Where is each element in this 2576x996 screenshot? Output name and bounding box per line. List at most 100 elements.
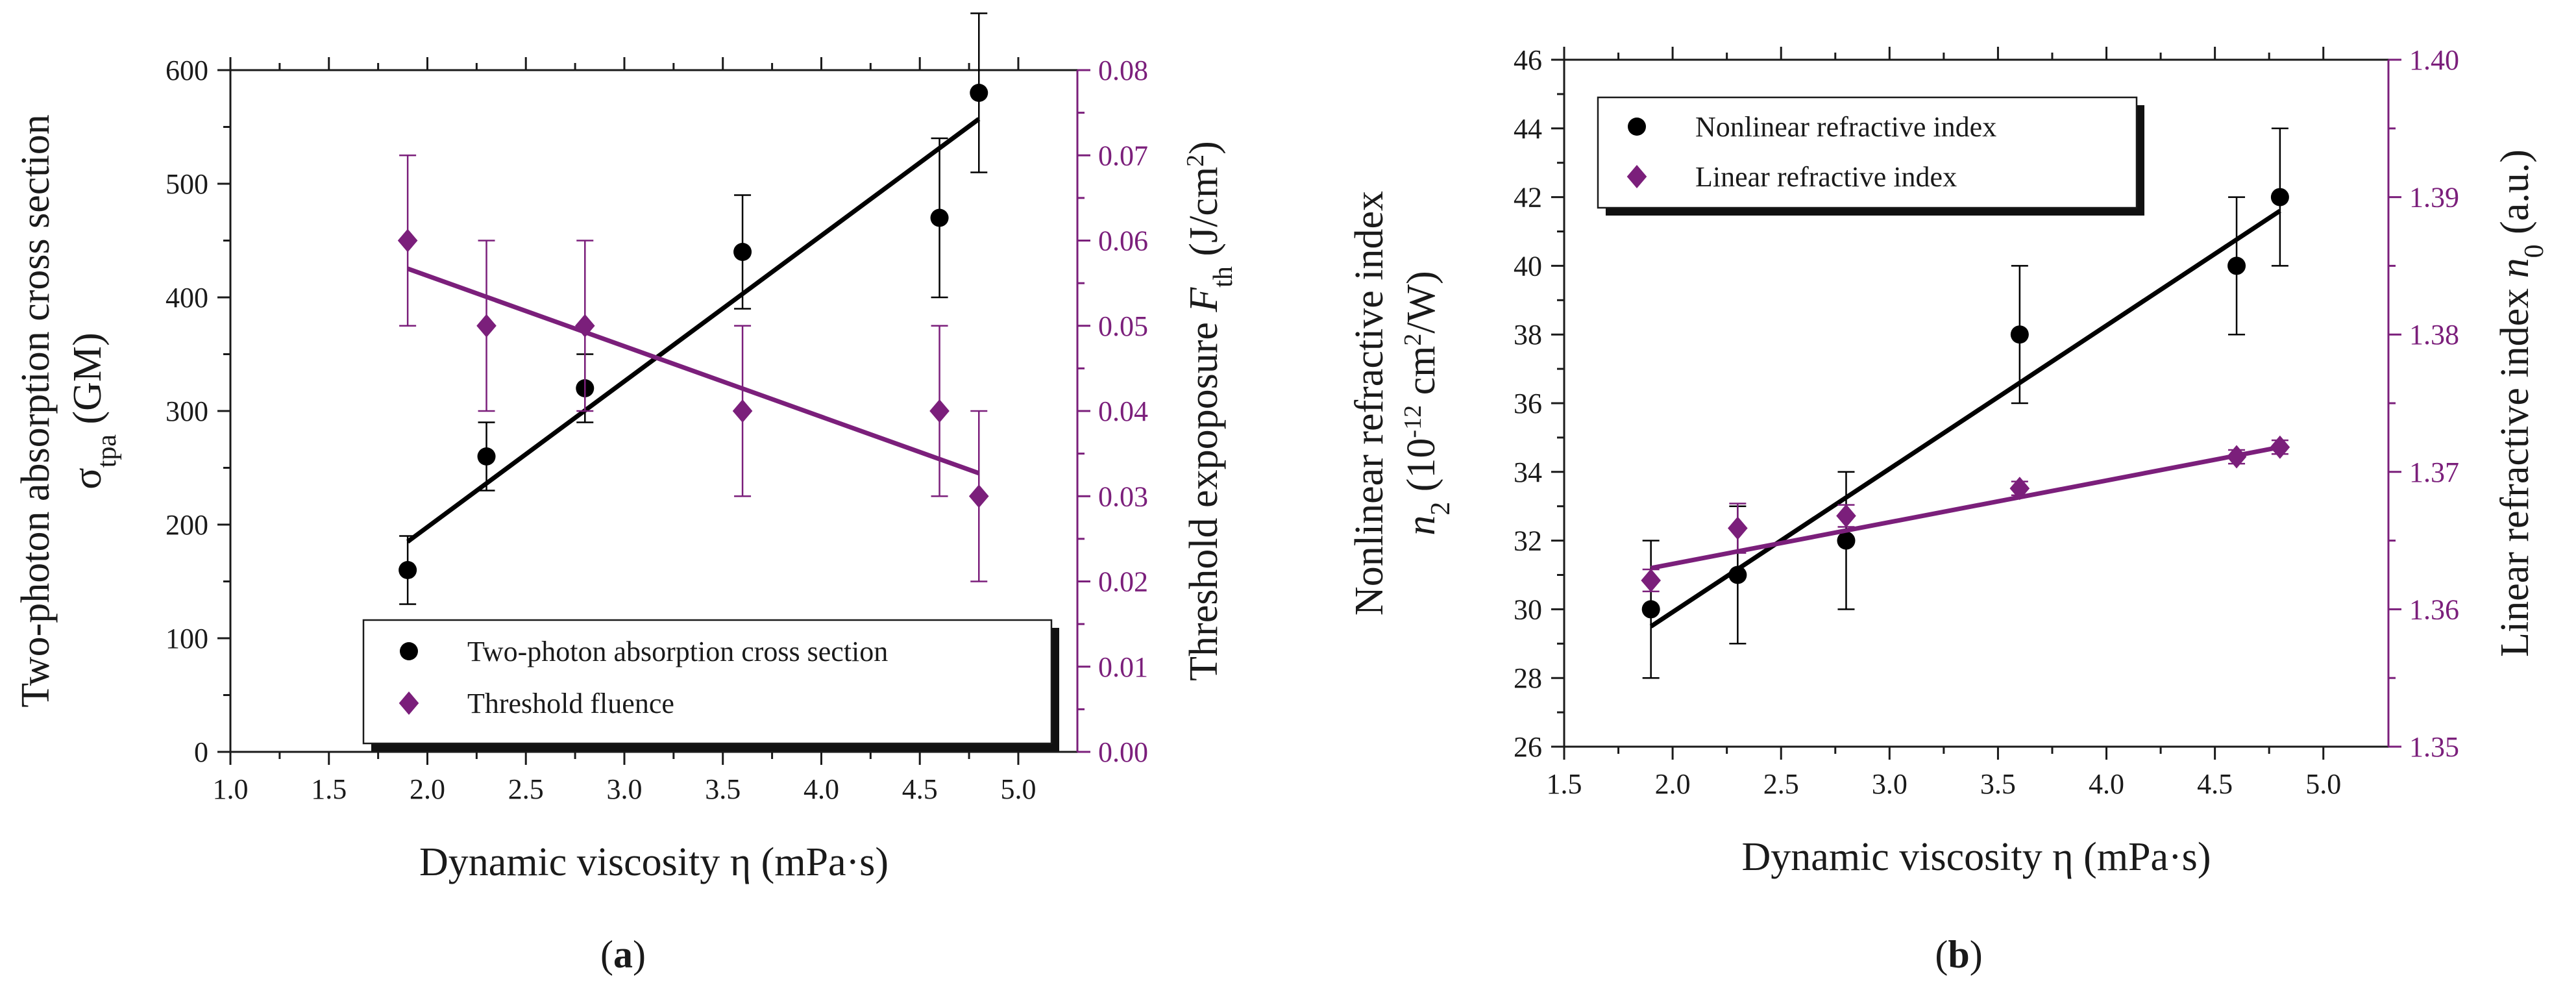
- x-axis-label: Dynamic viscosity η (mPa·s): [1742, 835, 2211, 879]
- y-left-tick-label: 600: [166, 55, 208, 86]
- y-left-label-line1: Two-photon absorption cross section: [14, 114, 58, 707]
- legend-marker: [400, 642, 418, 660]
- fit-line: [406, 266, 980, 476]
- x-tick-label: 2.5: [1763, 768, 1799, 800]
- x-tick-label: 3.5: [1980, 768, 2016, 800]
- legend-box: [1597, 96, 2138, 209]
- y-left-tick-label: 400: [166, 282, 208, 314]
- y-right-label-sup: 2: [1182, 155, 1209, 167]
- series-secondary: [397, 155, 989, 582]
- panel-a: 1.0 1.5 2.0 2.5 3.0 3.5 4.0 4.5 5.0 0 100 200 300 400…: [14, 12, 1238, 976]
- y-left-tick-label: 0: [194, 736, 208, 768]
- y-right-label-symbol: F: [1182, 287, 1226, 313]
- data-point: [397, 229, 418, 253]
- series-primary: [1641, 127, 2289, 679]
- y-left-tick-label: 28: [1514, 662, 1542, 694]
- x-tick-label: 2.0: [410, 773, 445, 805]
- x-tick-label: 1.5: [311, 773, 347, 805]
- data-point: [1728, 516, 1748, 540]
- x-tick-label: 3.0: [1872, 768, 1907, 800]
- y-right-axis-label: Linear refractive index n0 (a.u.): [2493, 149, 2549, 657]
- y-right-label-sub: 0: [2520, 244, 2549, 258]
- y-left-label-sub: 2: [1426, 502, 1456, 516]
- panel-label-letter: b: [1948, 933, 1969, 976]
- y-right-tick-label: 0.05: [1098, 310, 1148, 342]
- y-left-tick-label: 500: [166, 168, 208, 200]
- x-tick-label: 2.0: [1655, 768, 1691, 800]
- y-right-tick-label: 1.35: [2409, 731, 2459, 763]
- y-right-label-text: Linear refractive index: [2493, 278, 2537, 657]
- y-left-tick-label: 300: [166, 395, 208, 427]
- data-point: [476, 314, 497, 338]
- y-right-tick-label: 1.38: [2409, 319, 2459, 351]
- panel-b: 1.5 2.0 2.5 3.0 3.5 4.0 4.5 5.0 26 28 30 32 34 36 38 40…: [1347, 44, 2549, 976]
- x-axis-label: Dynamic viscosity η (mPa·s): [419, 840, 889, 884]
- data-point: [968, 484, 989, 508]
- panel-label: (b): [1935, 933, 1982, 976]
- data-point: [574, 314, 595, 338]
- y-left-label-unit: (GM): [66, 332, 110, 434]
- data-point: [2009, 477, 2030, 501]
- y-right-tick-label: 0.00: [1098, 736, 1148, 768]
- panel-label: (a): [600, 933, 646, 976]
- y-right-tick-label: 0.06: [1098, 225, 1148, 257]
- y-right-label-sub: th: [1208, 266, 1238, 288]
- x-tick-label: 4.5: [2197, 768, 2233, 800]
- x-tick-label: 2.5: [508, 773, 544, 805]
- y-left-label-sup2: 2: [1399, 334, 1427, 346]
- data-point: [1728, 566, 1747, 584]
- y-left-axis-label: Nonlinear refractive index n2 (10-12 cm2/…: [1347, 191, 1456, 616]
- panel-label-open: (: [1935, 933, 1948, 976]
- data-point: [2227, 256, 2246, 275]
- data-point: [733, 243, 752, 261]
- y-left-tick-label: 200: [166, 509, 208, 541]
- panel-label-open: (: [600, 933, 613, 976]
- legend-marker: [1626, 165, 1647, 188]
- legend-label: Linear refractive index: [1695, 161, 1957, 193]
- x-tick-label: 4.0: [2089, 768, 2124, 800]
- y-right-tick-label: 0.04: [1098, 395, 1148, 427]
- y-left-tick-label: 36: [1514, 388, 1542, 419]
- fit-line: [406, 117, 981, 544]
- y-left-tick-label: 40: [1514, 250, 1542, 282]
- y-left-label-unit: (10: [1399, 438, 1443, 502]
- series-primary: [399, 12, 988, 605]
- y-left-tick-label: 32: [1514, 525, 1542, 557]
- data-point: [2270, 188, 2289, 206]
- y-left-label-unit2: cm: [1399, 346, 1443, 405]
- legend: Nonlinear refractive index Linear refract…: [1597, 96, 2144, 216]
- y-left-tick-label: 46: [1514, 44, 1542, 76]
- data-point: [1641, 600, 1660, 619]
- data-point: [2010, 325, 2029, 344]
- data-point: [732, 399, 753, 423]
- y-left-tick-label: 44: [1514, 113, 1542, 145]
- x-tick-label: 4.5: [902, 773, 938, 805]
- x-tick-label: 5.0: [1000, 773, 1036, 805]
- y-right-tick-label: 1.39: [2409, 182, 2459, 214]
- legend: Two-photon absorption cross section Thres…: [362, 619, 1059, 751]
- y-left-tick-label: 42: [1514, 182, 1542, 214]
- panel-label-close: ): [633, 933, 646, 976]
- data-point: [477, 447, 496, 466]
- y-right-label-end: ): [1182, 141, 1226, 155]
- data-point: [399, 561, 417, 579]
- y-right-tick-label: 0.08: [1098, 55, 1148, 86]
- series-secondary: [1641, 435, 2290, 593]
- y-right-label-unit: (a.u.): [2493, 149, 2537, 244]
- y-left-label-symbol: n: [1399, 516, 1443, 536]
- y-right-axis-label: Threshold expoposure Fth (J/cm2): [1182, 141, 1238, 681]
- y-right-label-text: Threshold expoposure: [1182, 312, 1226, 681]
- data-point: [929, 399, 950, 423]
- y-left-tick-label: 38: [1514, 319, 1542, 351]
- y-left-label-symbol: σ: [66, 467, 110, 489]
- fit-line: [1650, 445, 2281, 571]
- x-tick-label: 1.0: [213, 773, 249, 805]
- y-left-tick-label: 100: [166, 623, 208, 654]
- y-left-axis-label: Two-photon absorption cross section σtpa …: [14, 114, 122, 707]
- legend-marker: [399, 691, 419, 715]
- y-right-tick-label: 1.37: [2409, 456, 2459, 488]
- x-tick-label: 3.5: [705, 773, 741, 805]
- y-left-tick-label: 34: [1514, 456, 1542, 488]
- y-left-label-end: /W): [1399, 271, 1443, 333]
